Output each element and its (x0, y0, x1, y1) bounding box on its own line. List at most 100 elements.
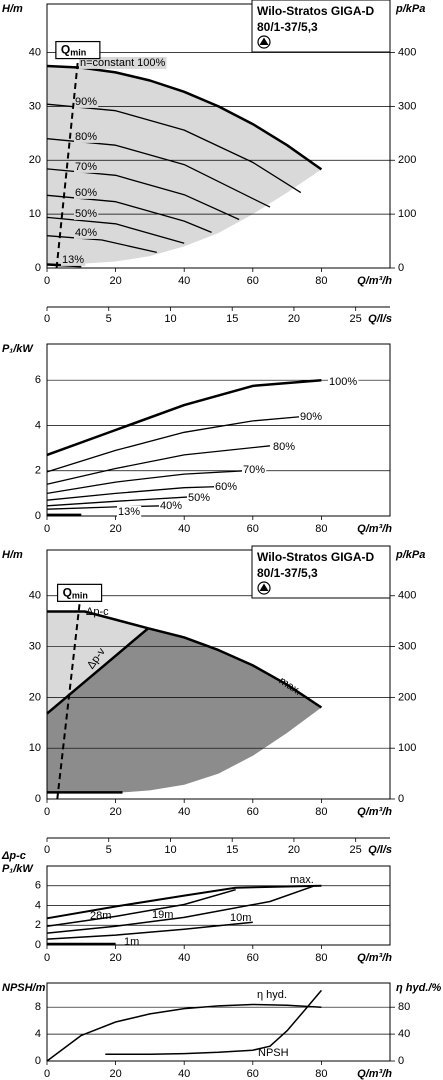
y2-tick-label: 200 (398, 691, 416, 703)
x-tick-label: 60 (247, 806, 259, 818)
x-tick-label: 20 (109, 952, 121, 964)
label-background (79, 56, 167, 69)
x-tick-label: 60 (247, 523, 259, 535)
x-tick-label: 0 (44, 806, 50, 818)
series-line (105, 989, 322, 1056)
series-line (46, 485, 219, 501)
series-label: 13% (62, 254, 84, 266)
label-background (355, 951, 393, 964)
series-label: Δp-c (86, 606, 109, 618)
y-tick-label: 20 (29, 154, 41, 166)
label-background (328, 375, 359, 388)
series-line (46, 216, 185, 244)
label-background (74, 226, 99, 239)
series-label: max. (290, 874, 314, 886)
x-tick-label: 80 (315, 952, 327, 964)
y-axis-label: H/m (2, 549, 23, 561)
x-axis-label: Q/m³/h (357, 1068, 392, 1080)
plot-frame (46, 865, 391, 946)
y-tick-label: 6 (35, 880, 41, 892)
series-line (46, 415, 305, 473)
series-label: 60% (215, 481, 237, 493)
y-tick-label: 6 (35, 374, 41, 386)
series-line (46, 1003, 322, 1062)
chart-title: 80/1-37/5,3 (257, 566, 318, 580)
chart-title: 80/1-37/5,3 (257, 20, 318, 34)
series-label: 28m (90, 910, 111, 922)
series-label: 1m (124, 936, 139, 948)
label-background (355, 1067, 393, 1080)
x-tick-label: 0 (44, 1068, 50, 1080)
x2-tick-label: 25 (350, 844, 362, 856)
series-line (46, 103, 302, 194)
x-tick-label: 40 (178, 523, 190, 535)
label-background (74, 130, 99, 143)
label-background (74, 160, 99, 173)
x2-tick-label: 20 (288, 313, 300, 325)
shaded-area (47, 611, 149, 714)
y-tick-label: 40 (29, 590, 41, 602)
qmin-label: Qmin (63, 586, 88, 601)
title-box (251, 545, 391, 599)
y-tick-label: 4 (35, 1028, 41, 1040)
series-label: 13% (118, 506, 140, 518)
series-label: 40% (75, 227, 97, 239)
x-tick-label: 20 (109, 523, 121, 535)
y-axis-label: P₁/kW (2, 343, 34, 355)
x-tick-label: 40 (178, 952, 190, 964)
series-label: 90% (75, 96, 97, 108)
series-label: 90% (300, 411, 322, 423)
series-label: 60% (75, 187, 97, 199)
plot-frame (46, 549, 391, 800)
shaded-area (47, 628, 322, 793)
y-tick-label: 10 (29, 742, 41, 754)
x-tick-label: 60 (247, 1068, 259, 1080)
series-label: n=constant 100% (80, 57, 166, 69)
series-line (46, 505, 164, 510)
y2-tick-label: 100 (398, 208, 416, 220)
pump-icon-triangle (259, 583, 269, 591)
label-background (187, 491, 212, 504)
x2-tick-label: 15 (226, 313, 238, 325)
series-line (46, 888, 236, 927)
x-axis-label: Q/m³/h (357, 806, 392, 818)
y-axis-label: P₁/kW (2, 863, 34, 875)
series-line (46, 885, 315, 934)
x2-tick-label: 10 (164, 844, 176, 856)
label-background (214, 480, 239, 493)
y2-axis-label: η hyd./% (396, 982, 441, 994)
x-axis-label: Q/m³/h (357, 523, 392, 535)
series-line (46, 627, 150, 715)
y-tick-label: 0 (35, 262, 41, 274)
y-tick-label: 10 (29, 208, 41, 220)
series-line (47, 610, 149, 630)
label-background (299, 410, 324, 423)
label-background (74, 207, 99, 220)
y2-tick-label: 400 (398, 46, 416, 58)
label-background (355, 522, 393, 535)
x-tick-label: 40 (178, 275, 190, 287)
label-background (355, 805, 393, 818)
x-tick-label: 80 (315, 523, 327, 535)
y2-tick-label: 300 (398, 100, 416, 112)
x2-tick-label: 15 (226, 844, 238, 856)
y2-tick-label: 0 (398, 262, 404, 274)
y2-tick-label: 0 (398, 793, 404, 805)
x-tick-label: 20 (109, 1068, 121, 1080)
x-tick-label: 80 (315, 806, 327, 818)
series-label: 50% (188, 492, 210, 504)
x2-tick-label: 25 (350, 313, 362, 325)
y2-tick-label: 40 (398, 1028, 410, 1040)
series-label: 50% (75, 208, 97, 220)
pump-icon-triangle (259, 37, 269, 45)
series-line (46, 470, 246, 495)
series-label: 80% (75, 131, 97, 143)
y-tick-label: 20 (29, 691, 41, 703)
y-axis-label: Δp-c (1, 850, 26, 862)
label-background (159, 499, 184, 512)
y2-tick-label: 100 (398, 742, 416, 754)
y2-tick-label: 0 (398, 1055, 404, 1067)
qmin-sub: min (72, 591, 88, 601)
series-line (46, 884, 322, 920)
qmin-box (55, 40, 101, 60)
